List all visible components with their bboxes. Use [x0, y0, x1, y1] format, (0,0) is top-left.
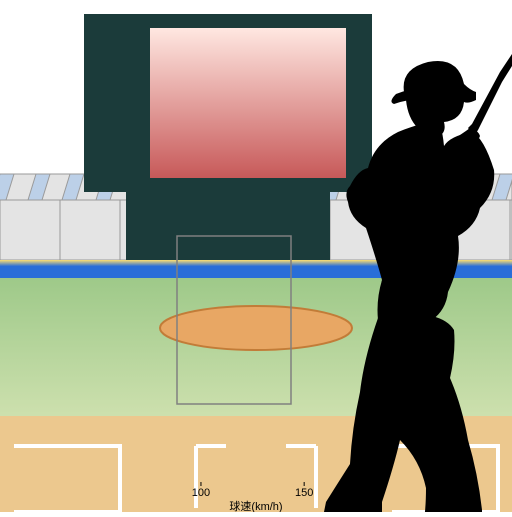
baseball-pitch-diagram: 100 150 球速(km/h) [0, 0, 512, 512]
colorbar-label: 球速(km/h) [229, 499, 282, 512]
svg-text:150: 150 [295, 487, 313, 499]
pitchers-mound [160, 306, 352, 350]
svg-text:100: 100 [192, 487, 210, 499]
scene-svg: 100 150 球速(km/h) [0, 0, 512, 512]
scoreboard-screen [150, 28, 346, 178]
